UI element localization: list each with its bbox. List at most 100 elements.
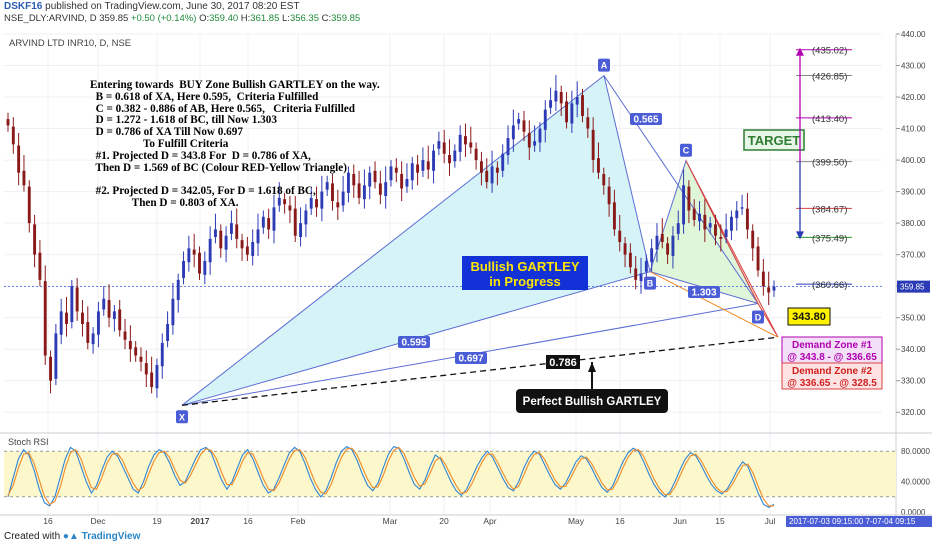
candle-body bbox=[602, 173, 606, 186]
ratio-xb-label-bg bbox=[398, 336, 430, 348]
target-box-text: TARGET bbox=[748, 133, 801, 148]
candle-body bbox=[612, 202, 616, 230]
publisher-name[interactable]: DSKF16 bbox=[4, 1, 43, 12]
candle-body bbox=[623, 243, 627, 255]
candle-body bbox=[38, 252, 42, 280]
candle-body bbox=[543, 109, 547, 130]
candle-body bbox=[628, 252, 632, 268]
candle-body bbox=[54, 333, 58, 379]
perfect-callout-arrowhead bbox=[588, 362, 596, 372]
time-axis-label: Mar bbox=[383, 516, 398, 526]
demand-zone-2-bg bbox=[781, 362, 883, 390]
target-level-label: (413.40) bbox=[812, 114, 847, 125]
bullish-box-line2: in Progress bbox=[489, 274, 561, 289]
time-axis-label: 20 bbox=[439, 516, 449, 526]
price-axis-label: 320.00 bbox=[901, 408, 926, 417]
time-axis-cursor-label: 2017-07-03 09:15:00 7-07-04 09:15 bbox=[789, 517, 916, 526]
candle-body bbox=[293, 208, 297, 236]
candle-body bbox=[352, 173, 356, 186]
stoch-title: Stoch RSI bbox=[8, 437, 49, 447]
perfect-gartley-callout: Perfect Bullish GARTLEY bbox=[516, 362, 668, 413]
candle-body bbox=[714, 224, 717, 236]
candle-body bbox=[331, 183, 334, 202]
candle-body bbox=[155, 364, 159, 389]
demand-zone-2: Demand Zone #2@ 336.65 - @ 328.5 bbox=[781, 362, 883, 390]
footer: Created with ●▲ TradingView bbox=[4, 531, 140, 542]
candle-body bbox=[27, 186, 31, 224]
main-grid bbox=[4, 33, 882, 515]
bullish-box-line1: Bullish GARTLEY bbox=[470, 259, 579, 274]
ratio-786-text: 0.786 bbox=[549, 357, 577, 369]
candle-body bbox=[527, 132, 531, 148]
candle-body bbox=[767, 287, 771, 293]
candle-body bbox=[192, 249, 196, 255]
target-level-label: (384.67) bbox=[812, 204, 847, 215]
ratio-ab-label-text: 0.565 bbox=[633, 115, 658, 126]
high-label: H: bbox=[240, 13, 251, 24]
time-axis-label: Jun bbox=[673, 516, 687, 526]
bd-projection-line bbox=[649, 271, 779, 338]
candle-body bbox=[506, 138, 510, 156]
candle-body bbox=[6, 119, 10, 126]
low-value: 356.35 bbox=[289, 13, 319, 24]
candle-body bbox=[703, 214, 707, 230]
candle-body bbox=[378, 183, 382, 195]
candle-body bbox=[373, 170, 377, 183]
price-axis-label: 370.00 bbox=[901, 251, 926, 260]
point-b-label-text: B bbox=[647, 279, 654, 289]
candle-body bbox=[458, 134, 462, 152]
candlestick-series bbox=[6, 74, 776, 398]
candle-body bbox=[389, 166, 393, 181]
publish-info: published on TradingView.com, June 30, 2… bbox=[45, 1, 300, 12]
price-axis-label: 430.00 bbox=[901, 62, 926, 71]
candle-body bbox=[107, 300, 111, 318]
candle-body bbox=[751, 230, 755, 249]
candle-body bbox=[304, 210, 308, 225]
candle-body bbox=[644, 260, 648, 272]
target-box-bg bbox=[743, 129, 805, 151]
candle-body bbox=[448, 155, 451, 164]
candle-body bbox=[288, 205, 292, 211]
candle-body bbox=[729, 216, 733, 231]
candle-body bbox=[49, 356, 53, 381]
candle-body bbox=[581, 95, 584, 116]
candle-body bbox=[655, 235, 659, 250]
created-with-label: Created with bbox=[4, 531, 61, 542]
point-x-label: X bbox=[176, 410, 188, 424]
candle-body bbox=[81, 312, 84, 324]
candle-body bbox=[272, 207, 276, 231]
target-level-label: (399.50) bbox=[812, 158, 847, 169]
annotation-layer: X A B C D 0.565 1.303 0.595 0.697 0.786 Bullish GA… bbox=[176, 46, 883, 424]
candle-body bbox=[139, 356, 143, 362]
candle-body bbox=[485, 170, 489, 183]
candle-body bbox=[283, 199, 287, 205]
candle-body bbox=[86, 322, 90, 343]
high-value: 361.85 bbox=[250, 13, 280, 24]
time-axis-label: 2017 bbox=[191, 516, 210, 526]
candle-body bbox=[745, 208, 749, 230]
candle-body bbox=[123, 331, 127, 340]
candle-body bbox=[150, 372, 154, 388]
candle-body bbox=[160, 342, 164, 367]
candle-body bbox=[346, 172, 350, 193]
candle-body bbox=[235, 224, 239, 239]
tradingview-brand[interactable]: TradingView bbox=[81, 531, 141, 542]
target-level-label: (375.49) bbox=[812, 233, 847, 244]
open-label: O: bbox=[199, 13, 210, 24]
point-c-label: C bbox=[680, 143, 692, 157]
publish-header: DSKF16 published on TradingView.com, Jun… bbox=[4, 1, 300, 12]
candle-body bbox=[660, 233, 664, 243]
price-axis-label: 440.00 bbox=[901, 30, 926, 39]
current-price-tag: 359.85 bbox=[900, 283, 925, 292]
open-value: 359.40 bbox=[209, 13, 239, 24]
point-d-label: D bbox=[752, 310, 764, 324]
ad-line bbox=[603, 75, 759, 304]
candle-body bbox=[464, 136, 467, 145]
point-a-label-text: A bbox=[601, 61, 608, 71]
candle-body bbox=[315, 199, 318, 208]
ratio-bd-label: 1.303 bbox=[688, 286, 720, 299]
candle-body bbox=[368, 172, 372, 187]
candle-body bbox=[639, 273, 643, 282]
candle-body bbox=[538, 128, 542, 143]
